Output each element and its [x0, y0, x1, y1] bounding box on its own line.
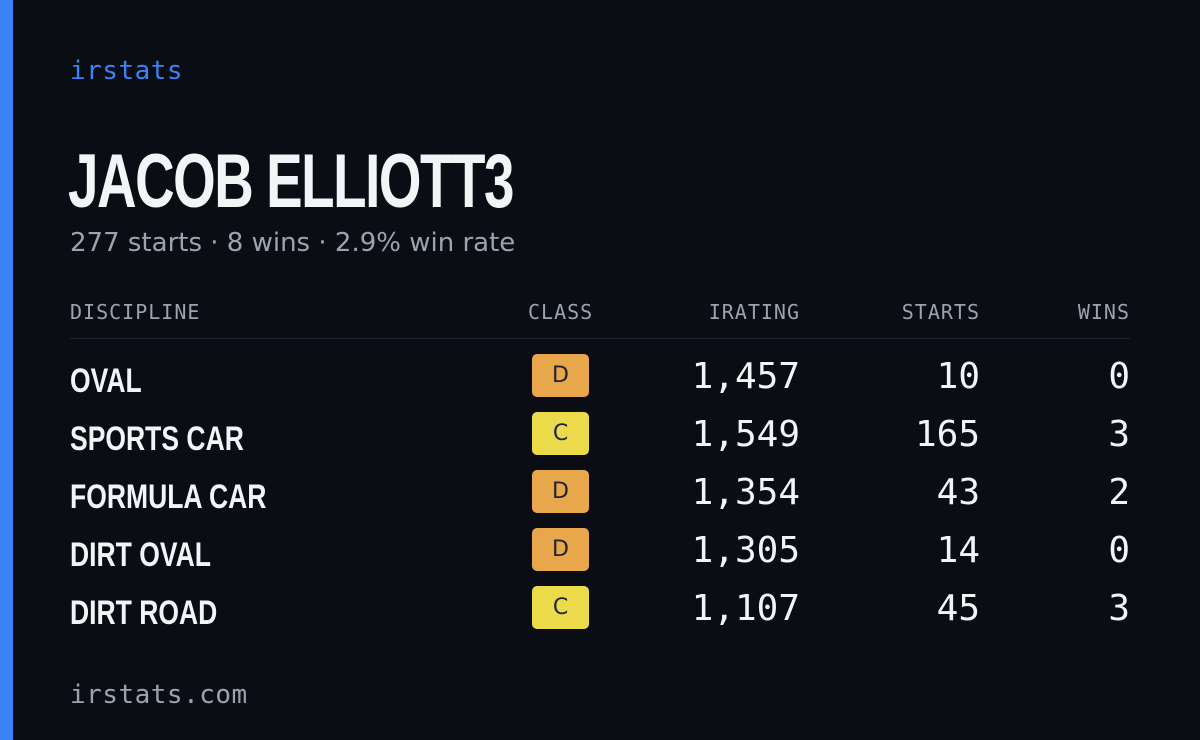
class-badge: C	[532, 412, 589, 455]
wins-value: 2	[1108, 472, 1130, 513]
header-discipline: DISCIPLINE	[70, 300, 201, 324]
wins-value: 3	[1108, 588, 1130, 629]
irating-value: 1,354	[691, 472, 800, 513]
table-row-sports-car: SPORTS CAR C 1,549 165 3	[70, 412, 1130, 462]
starts-value: 43	[936, 472, 980, 513]
header-wins: WINS	[1077, 300, 1130, 324]
class-badge: D	[532, 470, 589, 513]
accent-bar	[0, 0, 13, 740]
discipline-label: DIRT ROAD	[70, 594, 218, 632]
header-irating: IRATING	[708, 300, 800, 324]
irating-value: 1,549	[691, 414, 800, 455]
table-row-oval: OVAL D 1,457 10 0	[70, 354, 1130, 404]
class-badge: D	[532, 354, 589, 397]
table-row-dirt-road: DIRT ROAD C 1,107 45 3	[70, 586, 1130, 636]
table-row-dirt-oval: DIRT OVAL D 1,305 14 0	[70, 528, 1130, 578]
starts-value: 14	[936, 530, 980, 571]
irating-value: 1,305	[691, 530, 800, 571]
starts-value: 165	[914, 414, 980, 455]
brand-logo[interactable]: irstats	[70, 56, 184, 86]
class-badge: C	[532, 586, 589, 629]
header-starts: STARTS	[901, 300, 980, 324]
discipline-label: OVAL	[70, 362, 142, 400]
driver-summary: 277 starts · 8 wins · 2.9% win rate	[70, 228, 516, 258]
discipline-label: SPORTS CAR	[70, 420, 244, 458]
starts-value: 10	[936, 356, 980, 397]
starts-value: 45	[936, 588, 980, 629]
wins-value: 0	[1108, 356, 1130, 397]
irating-value: 1,457	[691, 356, 800, 397]
wins-value: 0	[1108, 530, 1130, 571]
driver-name: JACOB ELLIOTT3	[68, 139, 514, 224]
header-class: CLASS	[528, 300, 594, 324]
table-header: DISCIPLINE CLASS IRATING STARTS WINS	[70, 300, 1130, 339]
table-row-formula-car: FORMULA CAR D 1,354 43 2	[70, 470, 1130, 520]
class-badge: D	[532, 528, 589, 571]
footer-url[interactable]: irstats.com	[70, 680, 248, 710]
discipline-label: DIRT OVAL	[70, 536, 211, 574]
discipline-label: FORMULA CAR	[70, 478, 267, 516]
wins-value: 3	[1108, 414, 1130, 455]
irating-value: 1,107	[691, 588, 800, 629]
